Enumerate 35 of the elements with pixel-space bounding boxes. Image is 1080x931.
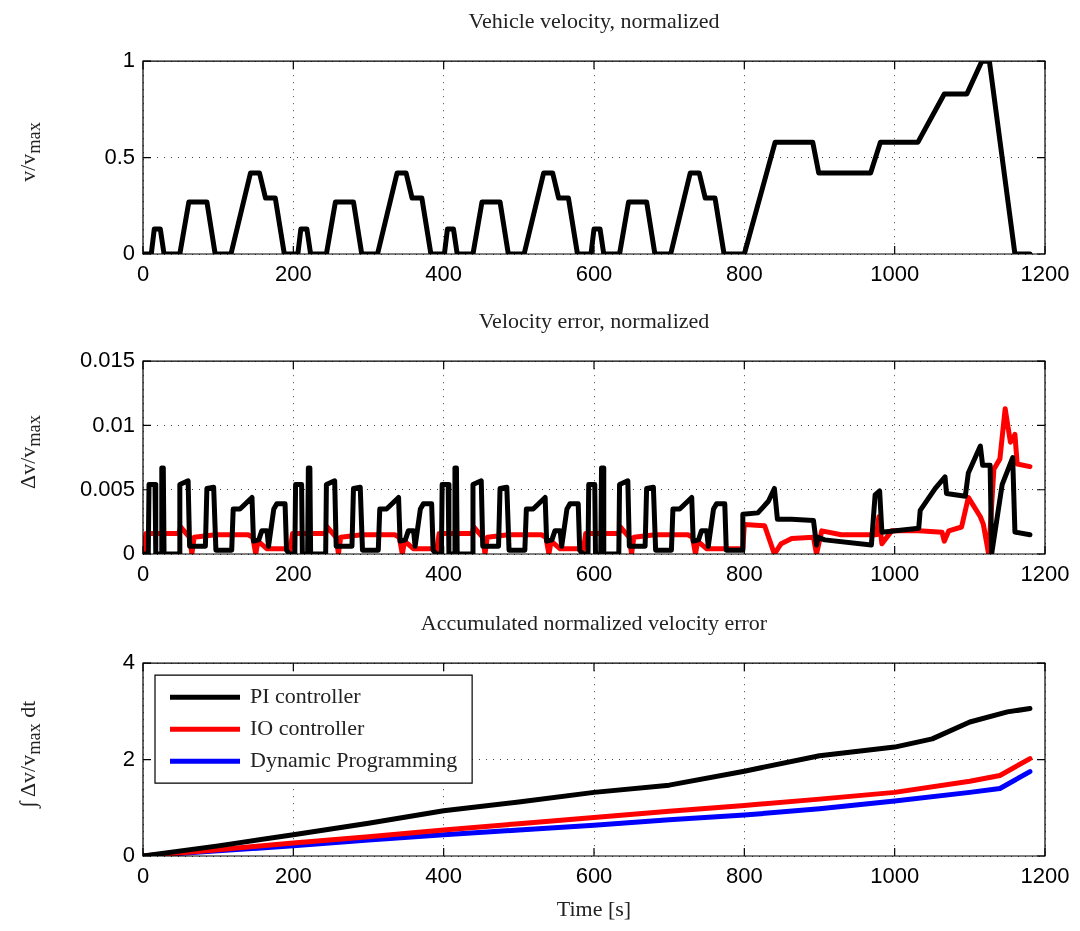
x-tick-label: 1200 <box>1020 561 1070 587</box>
x-tick-label: 200 <box>274 561 312 587</box>
y-tick-label: 0.01 <box>92 411 135 437</box>
x-tick-label: 400 <box>425 561 463 587</box>
chart-title: Vehicle velocity, normalized <box>467 8 721 34</box>
x-tick-label: 1000 <box>870 261 920 287</box>
x-tick-label: 1200 <box>1020 863 1070 889</box>
x-tick-label: 1200 <box>1020 261 1070 287</box>
x-tick-label: 800 <box>725 261 763 287</box>
chart-title: Accumulated normalized velocity error <box>419 610 769 636</box>
y-tick-label: 1 <box>122 47 135 73</box>
x-axis-title: Time [s] <box>555 896 633 922</box>
x-tick-label: 400 <box>425 863 463 889</box>
x-tick-label: 600 <box>575 261 613 287</box>
x-tick-label: 200 <box>274 261 312 287</box>
chart-title: Velocity error, normalized <box>477 308 711 334</box>
y-tick-label: 0 <box>122 540 135 566</box>
y-tick-label: 0 <box>122 842 135 868</box>
legend-label: Dynamic Programming <box>250 746 458 772</box>
y-tick-label: 4 <box>122 649 135 675</box>
x-tick-label: 800 <box>725 863 763 889</box>
y-tick-label: 0.005 <box>79 475 135 501</box>
x-tick-label: 600 <box>575 863 613 889</box>
x-tick-label: 600 <box>575 561 613 587</box>
x-tick-label: 1000 <box>870 561 920 587</box>
y-tick-label: 2 <box>122 745 135 771</box>
legend-label: IO controller <box>250 714 365 740</box>
x-tick-label: 200 <box>274 863 312 889</box>
x-tick-label: 800 <box>725 561 763 587</box>
legend-label: PI controller <box>250 682 362 708</box>
y-tick-label: 0.015 <box>79 347 135 373</box>
x-tick-label: 1000 <box>870 863 920 889</box>
y-tick-label: 0.5 <box>104 143 135 169</box>
x-tick-label: 400 <box>425 261 463 287</box>
y-tick-label: 0 <box>122 240 135 266</box>
